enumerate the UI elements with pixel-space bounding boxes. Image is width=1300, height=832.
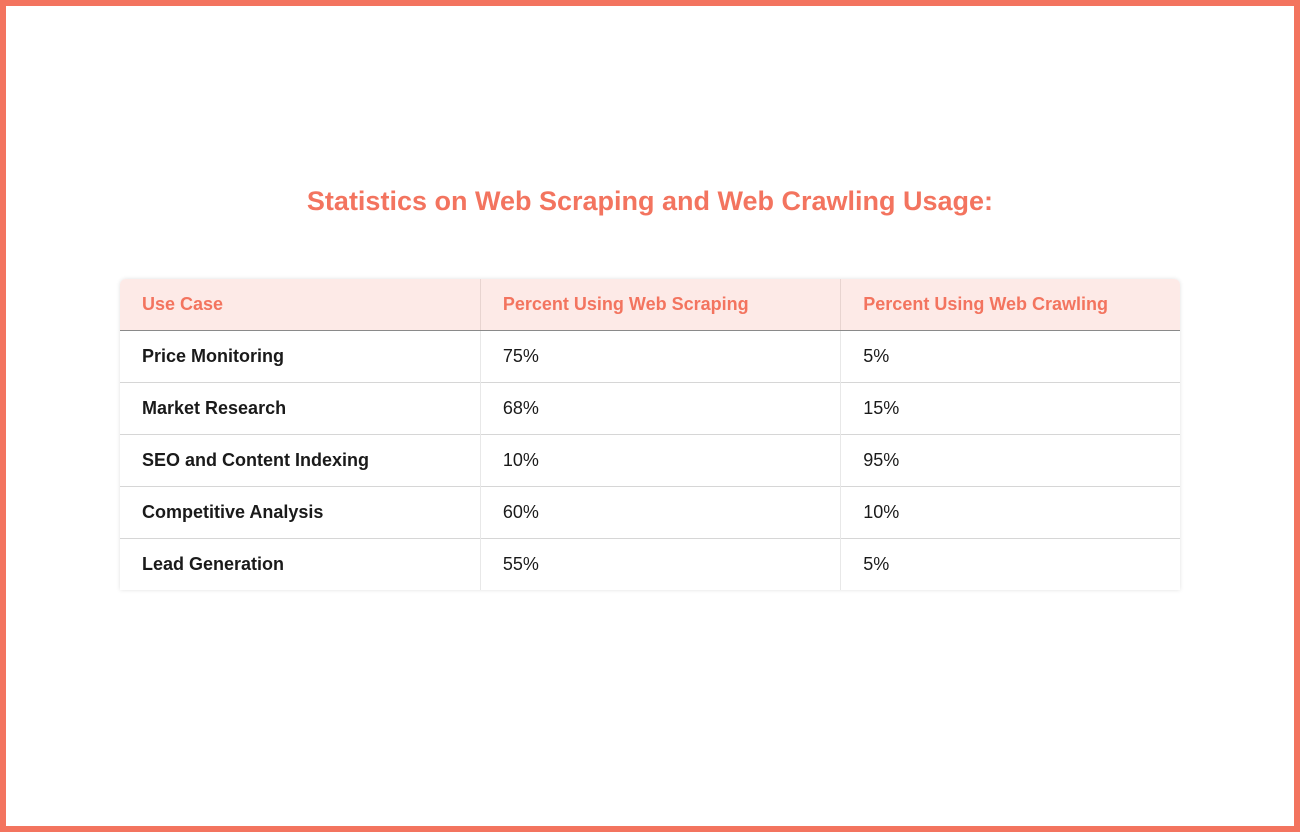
table-header-row: Use Case Percent Using Web Scraping Perc… <box>120 279 1180 331</box>
cell-crawling: 10% <box>841 487 1180 539</box>
cell-crawling: 5% <box>841 539 1180 591</box>
col-header-crawling: Percent Using Web Crawling <box>841 279 1180 331</box>
table-row: Market Research 68% 15% <box>120 383 1180 435</box>
cell-crawling: 5% <box>841 331 1180 383</box>
cell-usecase: Price Monitoring <box>120 331 480 383</box>
cell-usecase: Competitive Analysis <box>120 487 480 539</box>
cell-scraping: 75% <box>480 331 840 383</box>
cell-usecase: SEO and Content Indexing <box>120 435 480 487</box>
page-title: Statistics on Web Scraping and Web Crawl… <box>307 186 993 217</box>
table-row: Competitive Analysis 60% 10% <box>120 487 1180 539</box>
col-header-scraping: Percent Using Web Scraping <box>480 279 840 331</box>
col-header-usecase: Use Case <box>120 279 480 331</box>
table-container: Use Case Percent Using Web Scraping Perc… <box>120 279 1180 590</box>
table-row: Lead Generation 55% 5% <box>120 539 1180 591</box>
statistics-table: Use Case Percent Using Web Scraping Perc… <box>120 279 1180 590</box>
cell-scraping: 60% <box>480 487 840 539</box>
cell-crawling: 15% <box>841 383 1180 435</box>
cell-scraping: 55% <box>480 539 840 591</box>
content-frame: Statistics on Web Scraping and Web Crawl… <box>0 0 1300 832</box>
table-row: SEO and Content Indexing 10% 95% <box>120 435 1180 487</box>
cell-usecase: Lead Generation <box>120 539 480 591</box>
cell-scraping: 68% <box>480 383 840 435</box>
table-row: Price Monitoring 75% 5% <box>120 331 1180 383</box>
cell-crawling: 95% <box>841 435 1180 487</box>
cell-usecase: Market Research <box>120 383 480 435</box>
cell-scraping: 10% <box>480 435 840 487</box>
